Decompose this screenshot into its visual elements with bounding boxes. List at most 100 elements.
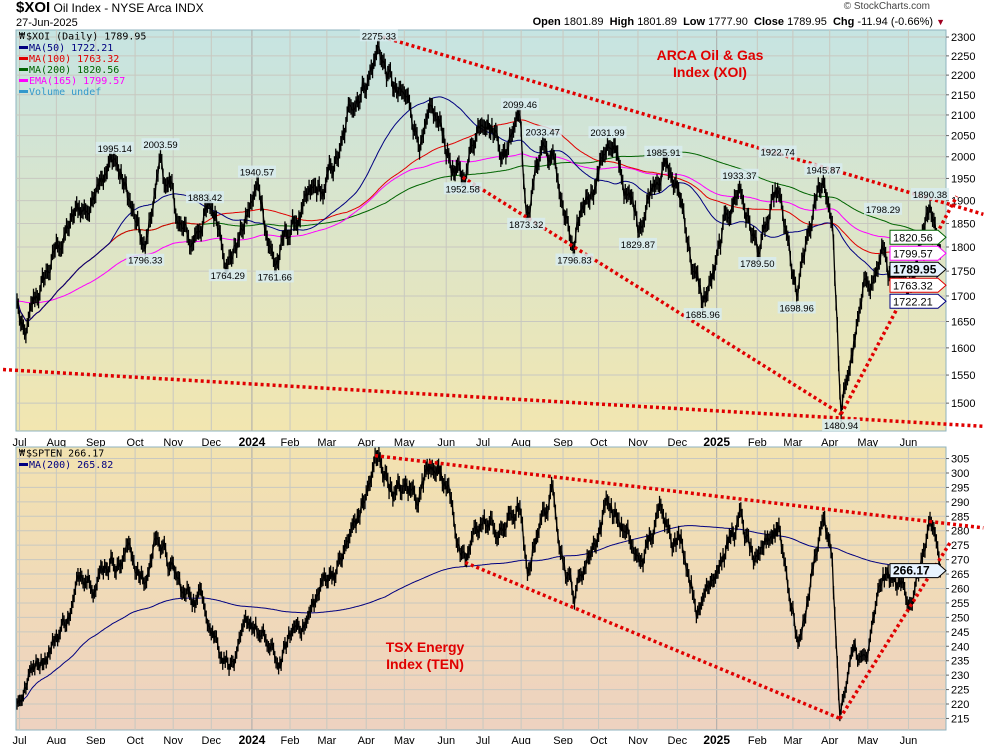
y-tick-label: 215 — [951, 713, 969, 725]
x-tick-label: Mar — [317, 735, 336, 744]
peak-label: 1764.29 — [211, 271, 245, 282]
y-tick-label: 295 — [951, 482, 969, 494]
y-tick-label: 1950 — [951, 173, 975, 185]
value-tag-text: 1789.95 — [893, 262, 937, 276]
peak-label: 1480.94 — [824, 421, 858, 432]
plot-background — [15, 29, 947, 432]
peak-label: 2033.47 — [526, 128, 560, 139]
ema165-line — [17, 153, 941, 304]
value-tag-box — [889, 229, 947, 245]
peak-label: 2031.99 — [590, 128, 624, 139]
x-tick-label: 2025 — [703, 733, 730, 744]
low-label: Low — [683, 16, 706, 28]
price-bars-icon: ₩ — [19, 31, 26, 42]
x-tick-label: Sep — [86, 735, 106, 744]
peak-label-box — [720, 168, 759, 181]
peak-label-box — [864, 202, 903, 215]
value-tag-text: 1799.57 — [893, 248, 933, 260]
peak-label-box — [523, 125, 562, 138]
trendline — [2, 367, 984, 429]
x-tick-label: Oct — [127, 735, 144, 744]
legend-swatch — [19, 79, 28, 82]
y-tick-label: 275 — [951, 540, 969, 552]
peak-label: 1796.83 — [557, 255, 591, 266]
x-tick-label: Nov — [163, 735, 183, 744]
x-tick-label: May — [394, 735, 415, 744]
y-tick-label: 225 — [951, 685, 969, 697]
peak-label-box — [185, 191, 224, 204]
peak-label: 1933.37 — [722, 171, 756, 182]
low-value: 1777.90 — [708, 16, 748, 28]
peak-label: 1796.33 — [128, 256, 162, 267]
y-tick-label: 250 — [951, 612, 969, 624]
y-tick-label: 240 — [951, 641, 969, 653]
peak-label: 2275.33 — [362, 31, 396, 42]
value-tag-text: 1763.32 — [893, 280, 933, 292]
peak-label: 1789.50 — [740, 259, 774, 270]
peak-label: 2003.59 — [143, 140, 177, 151]
y-tick-label: 270 — [951, 555, 969, 567]
x-tick-label: May — [857, 437, 878, 449]
close-label: Close — [754, 16, 784, 28]
x-tick-label: Nov — [628, 735, 648, 744]
x-tick-label: Feb — [748, 735, 767, 744]
x-tick-label: Oct — [590, 437, 607, 449]
y-tick-label: 265 — [951, 569, 969, 581]
peak-label-box — [555, 253, 594, 266]
x-tick-label: Sep — [553, 437, 573, 449]
peak-label-box — [738, 257, 777, 270]
x-tick-label: Jul — [476, 735, 490, 744]
peak-label: 1761.66 — [258, 272, 292, 283]
y-tick-label: 2150 — [951, 90, 975, 102]
value-tag-price: 266.17 — [889, 563, 947, 579]
legend-item-ma50: MA(200) 265.82 — [19, 460, 113, 471]
peak-label-box — [777, 301, 816, 314]
x-tick-label: Jul — [13, 735, 27, 744]
x-tick-label: Sep — [86, 437, 106, 449]
y-tick-label: 235 — [951, 656, 969, 668]
peak-label-box — [95, 141, 134, 154]
price-bars-icon: ₩ — [19, 448, 26, 459]
open-label: Open — [532, 16, 561, 28]
value-tag-box — [889, 563, 947, 579]
y-tick-label: 255 — [951, 598, 969, 610]
y-tick-label: 1500 — [951, 398, 975, 410]
symbol-name: Oil Index - NYSE Arca INDX — [53, 1, 204, 15]
x-tick-label: Jul — [476, 437, 490, 449]
peak-label: 1698.96 — [780, 303, 814, 314]
ten-annotation-line: Index (TEN) — [386, 656, 464, 672]
value-tag-box — [889, 277, 947, 293]
legend-item-volume: Volume undef — [19, 87, 146, 98]
x-tick-label: Sep — [553, 735, 573, 744]
y-tick-label: 260 — [951, 584, 969, 596]
x-tick-label: Apr — [821, 437, 838, 449]
value-tag-price: 1789.95 — [889, 261, 947, 277]
legend-text: MA(200) 265.82 — [29, 459, 114, 471]
y-tick-label: 1750 — [951, 266, 975, 278]
y-tick-label: 1900 — [951, 196, 975, 208]
x-tick-label: Oct — [590, 735, 607, 744]
x-tick-label: 2024 — [239, 435, 266, 449]
value-tag-text: 1820.56 — [893, 232, 933, 244]
legend-text: $XOI (Daily) 1789.95 — [26, 31, 147, 43]
chg-label: Chg — [832, 16, 855, 28]
xoi-panel: Jul Aug Sep Oct Nov Dec 2024 Feb Mar Apr May Jun Jul… — [2, 29, 984, 449]
peak-label-box — [359, 29, 398, 42]
peak-label-box — [208, 269, 247, 282]
y-tick-label: 1650 — [951, 317, 975, 329]
xoi-annotation-line: ARCA Oil & Gas — [656, 47, 764, 63]
peak-label: 1890.38 — [913, 190, 947, 201]
legend-item-ema165: EMA(165) 1799.57 — [19, 76, 146, 87]
legend-text: EMA(165) 1799.57 — [29, 75, 126, 87]
value-tag-ma100: 1763.32 — [889, 277, 947, 293]
peak-label-box — [618, 237, 657, 250]
x-tick-label: Oct — [127, 437, 144, 449]
y-tick-label: 2100 — [951, 110, 975, 122]
x-tick-label: Jul — [13, 437, 27, 449]
value-tag-text: 1722.21 — [893, 296, 933, 308]
peak-label: 1985.91 — [646, 148, 680, 159]
peak-label-box — [911, 188, 950, 201]
value-tag-ema165: 1799.57 — [889, 245, 947, 261]
chart-date: 27-Jun-2025 — [16, 17, 78, 29]
top-panel-legend: ₩$XOI (Daily) 1789.95 MA(50) 1722.21 MA(10… — [19, 31, 146, 98]
